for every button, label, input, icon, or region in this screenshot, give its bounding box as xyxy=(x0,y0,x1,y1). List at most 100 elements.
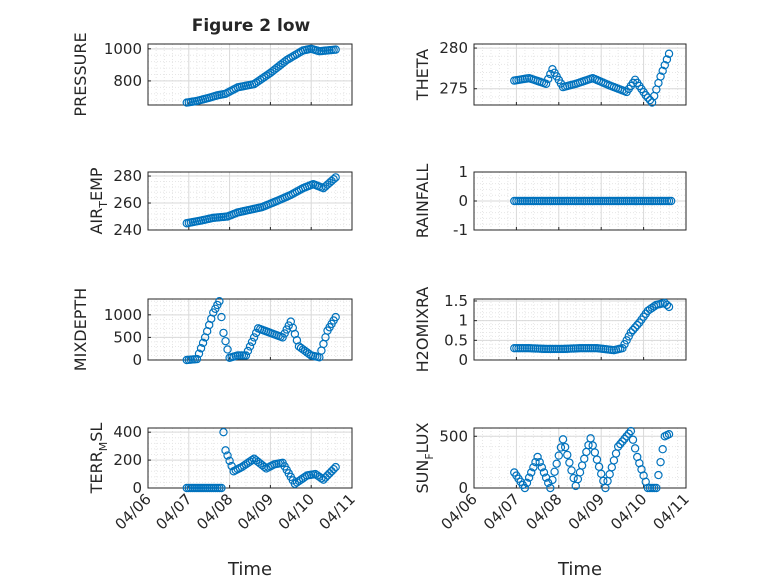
data-point xyxy=(628,435,638,444)
data-point xyxy=(660,60,670,70)
data-point xyxy=(620,434,629,444)
data-point xyxy=(247,455,257,465)
y-axis-label-subscript: M xyxy=(97,442,110,452)
data-point xyxy=(198,338,208,348)
panel-h2omixra: 0 0.51 1.5 H2OMIXRA xyxy=(413,287,687,373)
data-point xyxy=(249,333,259,342)
data-point xyxy=(196,344,206,353)
data-point xyxy=(643,306,653,316)
data-point xyxy=(329,464,338,474)
data-point xyxy=(618,437,627,446)
data-point xyxy=(331,462,340,472)
y-axis-label-text: SL xyxy=(87,423,106,442)
data-point xyxy=(282,55,291,65)
data-point xyxy=(219,427,228,437)
data-point xyxy=(558,435,568,444)
data-point xyxy=(527,468,536,477)
axes-border xyxy=(473,427,687,489)
x-tick-label: 04/07 xyxy=(152,490,195,533)
data-point xyxy=(620,340,629,349)
y-axis-label-text: LUX xyxy=(413,422,432,453)
data-point xyxy=(219,328,228,338)
x-tick-label: 04/10 xyxy=(275,490,318,533)
data-point xyxy=(520,483,530,493)
axes-border xyxy=(473,43,687,106)
data-point xyxy=(630,323,640,332)
x-tick-label: 04/07 xyxy=(480,490,523,533)
data-point xyxy=(567,466,576,475)
y-tick-label: 240 xyxy=(113,221,142,239)
data-point xyxy=(563,450,572,460)
data-point xyxy=(560,442,570,452)
data-point xyxy=(541,79,551,89)
data-point xyxy=(624,429,633,438)
data-point xyxy=(284,321,293,330)
data-point xyxy=(243,346,253,356)
data-point xyxy=(192,354,202,364)
data-point xyxy=(662,55,672,64)
y-tick-label: 200 xyxy=(113,451,142,469)
axes-border xyxy=(473,298,687,361)
figure-title: Figure 2 low xyxy=(192,16,311,36)
data-point xyxy=(290,51,300,60)
x-tick-label: 04/08 xyxy=(193,490,236,533)
y-tick-label: 0 xyxy=(458,192,468,210)
axes-border xyxy=(147,171,353,231)
data-point xyxy=(548,475,557,485)
y-tick-label: 275 xyxy=(439,80,468,98)
data-point xyxy=(223,345,232,354)
axes-border xyxy=(147,427,353,489)
data-point xyxy=(522,478,532,488)
data-point xyxy=(217,483,226,493)
data-point xyxy=(529,463,538,472)
data-point xyxy=(278,333,287,342)
data-point xyxy=(288,52,298,61)
y-axis-label-text: RAINFALL xyxy=(413,164,432,239)
data-point xyxy=(221,336,230,346)
data-point xyxy=(284,54,293,64)
data-point xyxy=(633,320,642,330)
x-tick-label: 04/08 xyxy=(522,490,565,533)
y-tick-label: 260 xyxy=(113,194,142,212)
data-point xyxy=(331,45,340,54)
y-tick-label: 1.5 xyxy=(444,292,468,310)
data-point xyxy=(628,325,638,335)
data-point xyxy=(656,72,665,81)
panel-pressure: 800 1000 PRESSURE xyxy=(71,32,353,117)
x-axis-label: Time xyxy=(227,559,272,580)
axes-frame xyxy=(473,43,687,106)
data-point xyxy=(260,462,269,472)
y-tick-label: 1 xyxy=(458,312,468,330)
data-point xyxy=(656,457,665,467)
data-point xyxy=(221,446,230,455)
data-point xyxy=(569,473,578,483)
axes-border xyxy=(473,171,687,231)
data-point xyxy=(626,426,636,436)
y-axis-label-text: TERR xyxy=(87,451,106,494)
data-point xyxy=(616,439,625,449)
y-tick-label: 0 xyxy=(458,479,468,497)
y-tick-label: 0 xyxy=(132,479,142,497)
axes-border xyxy=(147,298,353,361)
data-point xyxy=(544,478,553,488)
y-tick-label: 280 xyxy=(113,167,142,185)
y-axis-label-subscript: F xyxy=(423,453,436,459)
data-point xyxy=(225,456,234,465)
panel-rainfall: -1 0 1 RAINFALL xyxy=(413,163,687,239)
y-tick-label: 280 xyxy=(439,39,468,57)
data-point xyxy=(618,343,627,353)
y-tick-label: -1 xyxy=(453,221,468,239)
y-axis-label: H2OMIXRA xyxy=(413,287,432,373)
y-axis-label-text: EMP xyxy=(87,167,106,201)
axes-border xyxy=(147,43,353,106)
data-point xyxy=(215,297,224,306)
data-point xyxy=(546,483,555,493)
data-point xyxy=(664,302,674,312)
x-tick-label: 04/11 xyxy=(316,490,359,533)
axes-frame xyxy=(147,171,353,231)
y-tick-label: 0 xyxy=(132,351,142,369)
x-axis-label: Time xyxy=(557,559,602,580)
data-point xyxy=(535,457,544,467)
data-point xyxy=(331,173,340,182)
